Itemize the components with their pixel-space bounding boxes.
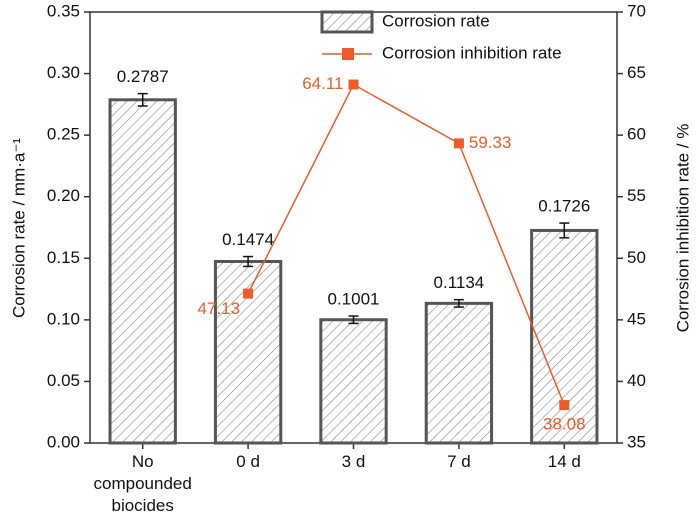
y-tick-label: 0.05 — [47, 371, 80, 390]
x-tick-label: 7 d — [447, 452, 471, 471]
y2-tick-label: 55 — [627, 186, 646, 205]
data-label: 47.13 — [198, 299, 241, 318]
x-tick-label: 3 d — [341, 452, 366, 471]
bar — [319, 318, 388, 445]
y2-tick-label: 40 — [627, 371, 646, 390]
y2-axis-title: Corrosion inhibition rate / % — [673, 124, 692, 333]
y-tick-label: 0.25 — [47, 125, 80, 144]
y-tick-label: 0.00 — [47, 432, 80, 451]
y-tick-label: 0.35 — [47, 1, 80, 20]
data-label: 38.08 — [543, 415, 586, 434]
y2-tick-label: 70 — [627, 1, 646, 20]
data-label: 0.1134 — [434, 273, 485, 292]
data-label: 0.1001 — [328, 290, 380, 309]
y-tick-label: 0.10 — [47, 309, 80, 328]
y2-tick-label: 65 — [627, 63, 646, 82]
bar — [530, 228, 599, 445]
bar — [424, 301, 494, 445]
data-label: 59.33 — [469, 133, 512, 152]
y2-tick-label: 50 — [627, 248, 646, 267]
legend-swatch — [320, 10, 374, 34]
legend-label: Corrosion inhibition rate — [382, 43, 562, 62]
bar — [108, 98, 177, 445]
y-tick-label: 0.30 — [47, 63, 80, 82]
marker — [243, 288, 254, 299]
line — [247, 83, 565, 406]
y-tick-label: 0.20 — [47, 186, 80, 205]
y-axis-title: Corrosion rate / mm·a⁻¹ — [9, 138, 28, 318]
x-tick-label: 0 d — [236, 452, 260, 471]
legend-label: Corrosion rate — [382, 11, 490, 30]
data-label: 64.11 — [302, 74, 343, 93]
data-label: 0.2787 — [117, 67, 169, 86]
marker — [559, 400, 570, 411]
y2-tick-label: 60 — [627, 125, 646, 144]
data-label: 0.1726 — [538, 197, 590, 216]
y-tick-label: 0.15 — [47, 248, 80, 267]
legend-swatch — [342, 48, 354, 60]
y2-tick-label: 45 — [627, 309, 646, 328]
marker — [348, 79, 359, 90]
y2-tick-label: 35 — [627, 432, 646, 451]
x-tick-label: No compounded biocides — [93, 452, 192, 515]
marker — [453, 138, 464, 149]
data-label: 0.1474 — [222, 230, 274, 249]
x-tick-label: 14 d — [547, 452, 581, 471]
